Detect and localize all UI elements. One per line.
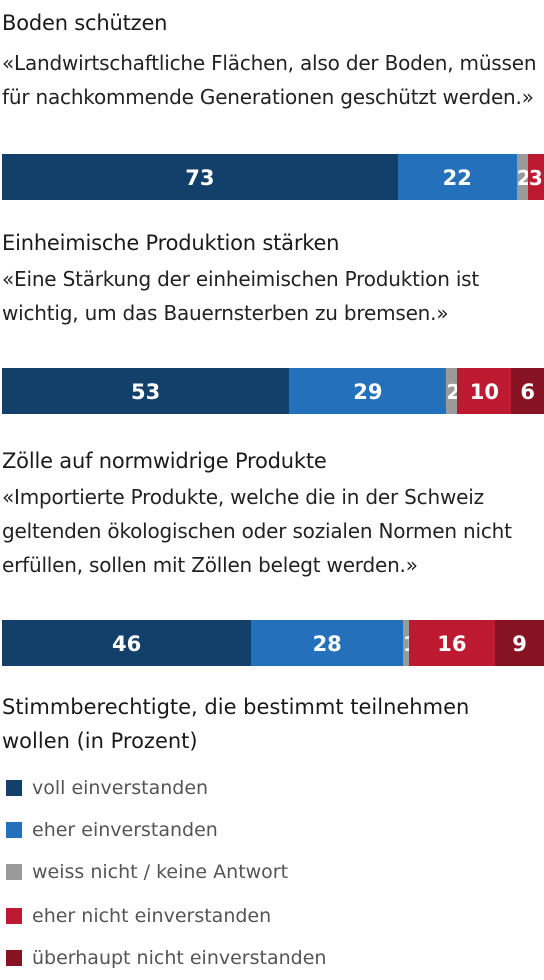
statement-title: Zölle auf normwidrige Produkte [2, 449, 327, 473]
bar-segment [527, 154, 544, 200]
bar-segment [446, 368, 458, 414]
statement-title: Boden schützen [2, 11, 168, 35]
bar-segment [251, 620, 404, 666]
statement-quote: «Eine Stärkung der einheimischen Produkt… [2, 267, 480, 325]
bar-segment [2, 154, 399, 200]
data-label: 2 [516, 166, 531, 190]
legend-label: überhaupt nicht einverstanden [32, 947, 327, 969]
bar-segment [457, 368, 512, 414]
stacked-bar: 53 29 2 10 6 [2, 368, 544, 414]
data-label: 10 [469, 380, 499, 404]
legend-label: eher einverstanden [32, 819, 218, 841]
data-label: 3 [528, 166, 543, 190]
data-label: 28 [312, 632, 342, 656]
legend-swatch [6, 950, 22, 966]
data-label: 29 [353, 380, 383, 404]
statement-quote: «Importierte Produkte, welche die in der… [2, 485, 512, 577]
data-label: 6 [520, 380, 536, 404]
stacked-bar: 46281169 [2, 620, 544, 666]
bar-segment [408, 620, 496, 666]
data-label: 2 [446, 380, 461, 404]
bar-segment [2, 620, 252, 666]
data-label: 9 [512, 632, 527, 656]
legend-label: voll einverstanden [32, 777, 209, 799]
statement-quote: «Landwirtschaftliche Flächen, also der B… [2, 51, 537, 109]
legend-title: Stimmberechtigte, die bestimmt teilnehme… [2, 695, 470, 753]
data-label: 16 [437, 632, 467, 656]
bar-segment [289, 368, 447, 414]
data-label: 53 [131, 380, 161, 404]
legend-swatch [6, 908, 22, 924]
legend-label: weiss nicht / keine Antwort [32, 861, 289, 883]
bar-segment [397, 154, 518, 200]
legend-swatch [6, 822, 22, 838]
stacked-bar: 73 22 2 3 [2, 154, 544, 200]
legend-label: eher nicht einverstanden [32, 905, 272, 927]
data-label: 46 [112, 632, 142, 656]
bar-segment [495, 620, 544, 666]
bar-segment [516, 154, 529, 200]
data-label: 22 [442, 166, 472, 190]
bar-segment [403, 620, 409, 666]
bar-segment [511, 368, 544, 414]
statement-title: Einheimische Produktion stärken [2, 231, 340, 255]
legend-swatch [6, 864, 22, 880]
data-label: 73 [185, 166, 215, 190]
bar-segment [2, 368, 290, 414]
legend-swatch [6, 780, 22, 796]
